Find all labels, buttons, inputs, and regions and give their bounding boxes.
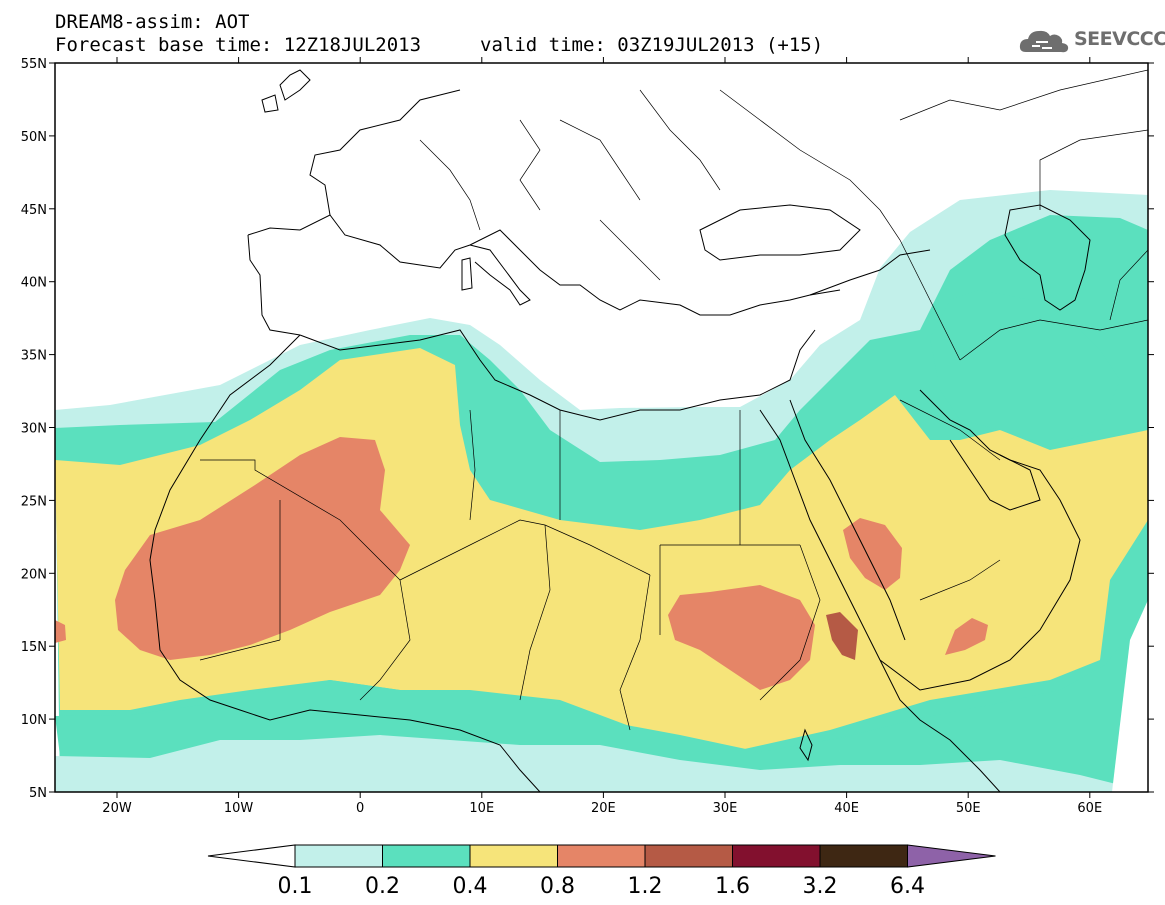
lat-label: 25N <box>21 494 47 509</box>
lon-label: 10E <box>469 801 494 816</box>
latitude-axis: 55N 50N 45N 40N 35N 30N 25N 20N 15N 10N 5N <box>21 57 1154 801</box>
lat-label: 10N <box>21 713 47 728</box>
cloud-icon <box>1019 30 1069 53</box>
lat-label: 20N <box>21 567 47 582</box>
aot-band-0.8-sudan <box>668 585 815 690</box>
lon-label: 0 <box>356 801 364 816</box>
lon-label: 20W <box>102 801 132 816</box>
map-title: DREAM8-assim: AOT <box>55 11 250 33</box>
country-borders <box>199 69 1148 731</box>
seevccc-logo: SEEVCCC <box>1018 26 1165 56</box>
colorbar-segment <box>732 844 821 868</box>
colorbar-label: 0.2 <box>365 874 400 899</box>
colorbar-segment <box>382 844 471 868</box>
colorbar-segment <box>644 844 733 868</box>
valid-time: valid time: 03Z19JUL2013 (+15) <box>480 34 824 56</box>
colorbar-label: 1.2 <box>628 874 663 899</box>
lon-label: 40E <box>834 801 859 816</box>
colorbar-segment <box>294 844 383 868</box>
aot-band-1.2-ethiopia <box>826 612 858 660</box>
colorbar-segment <box>469 844 558 868</box>
aot-band-0.8-yemen <box>945 618 988 655</box>
colorbar-label: 0.4 <box>453 874 488 899</box>
lat-label: 40N <box>21 276 47 291</box>
aot-band-0.1-south <box>55 735 1148 792</box>
colorbar-low-arrow <box>207 844 296 868</box>
lon-label: 10W <box>224 801 254 816</box>
lon-label: 30E <box>713 801 738 816</box>
logo-text: SEEVCCC <box>1074 28 1165 50</box>
lat-label: 35N <box>21 349 47 364</box>
lat-label: 15N <box>21 640 47 655</box>
lat-label: 50N <box>21 130 47 145</box>
forecast-base-time: Forecast base time: 12Z18JUL2013 <box>55 34 422 56</box>
colorbar-segment <box>557 844 646 868</box>
aot-band-0.8-west <box>115 437 410 660</box>
lat-label: 30N <box>21 422 47 437</box>
lat-label: 55N <box>21 57 47 72</box>
colorbar-label: 0.8 <box>540 874 575 899</box>
colorbar-label: 3.2 <box>803 874 838 899</box>
colorbar-high-arrow <box>907 844 996 868</box>
lon-label: 50E <box>956 801 981 816</box>
aot-band-0.8-atlantic <box>55 620 66 643</box>
aot-contours <box>55 63 1148 792</box>
colorbar-label: 1.6 <box>715 874 750 899</box>
aot-band-0.2-iran <box>930 290 1120 445</box>
colorbar-label: 6.4 <box>890 874 925 899</box>
lon-label: 60E <box>1077 801 1102 816</box>
lon-label: 20E <box>591 801 616 816</box>
lat-label: 45N <box>21 203 47 218</box>
lat-label: 5N <box>29 786 47 801</box>
colorbar-label: 0.1 <box>278 874 313 899</box>
longitude-axis: 20W 10W 0 10E 20E 30E 40E 50E 60E <box>102 57 1102 816</box>
colorbar: 0.1 0.2 0.4 0.8 1.2 1.6 3.2 6.4 <box>207 844 996 899</box>
colorbar-segment <box>819 844 908 868</box>
coastlines <box>149 69 1091 792</box>
aot-band-0.2-south <box>55 610 1148 792</box>
